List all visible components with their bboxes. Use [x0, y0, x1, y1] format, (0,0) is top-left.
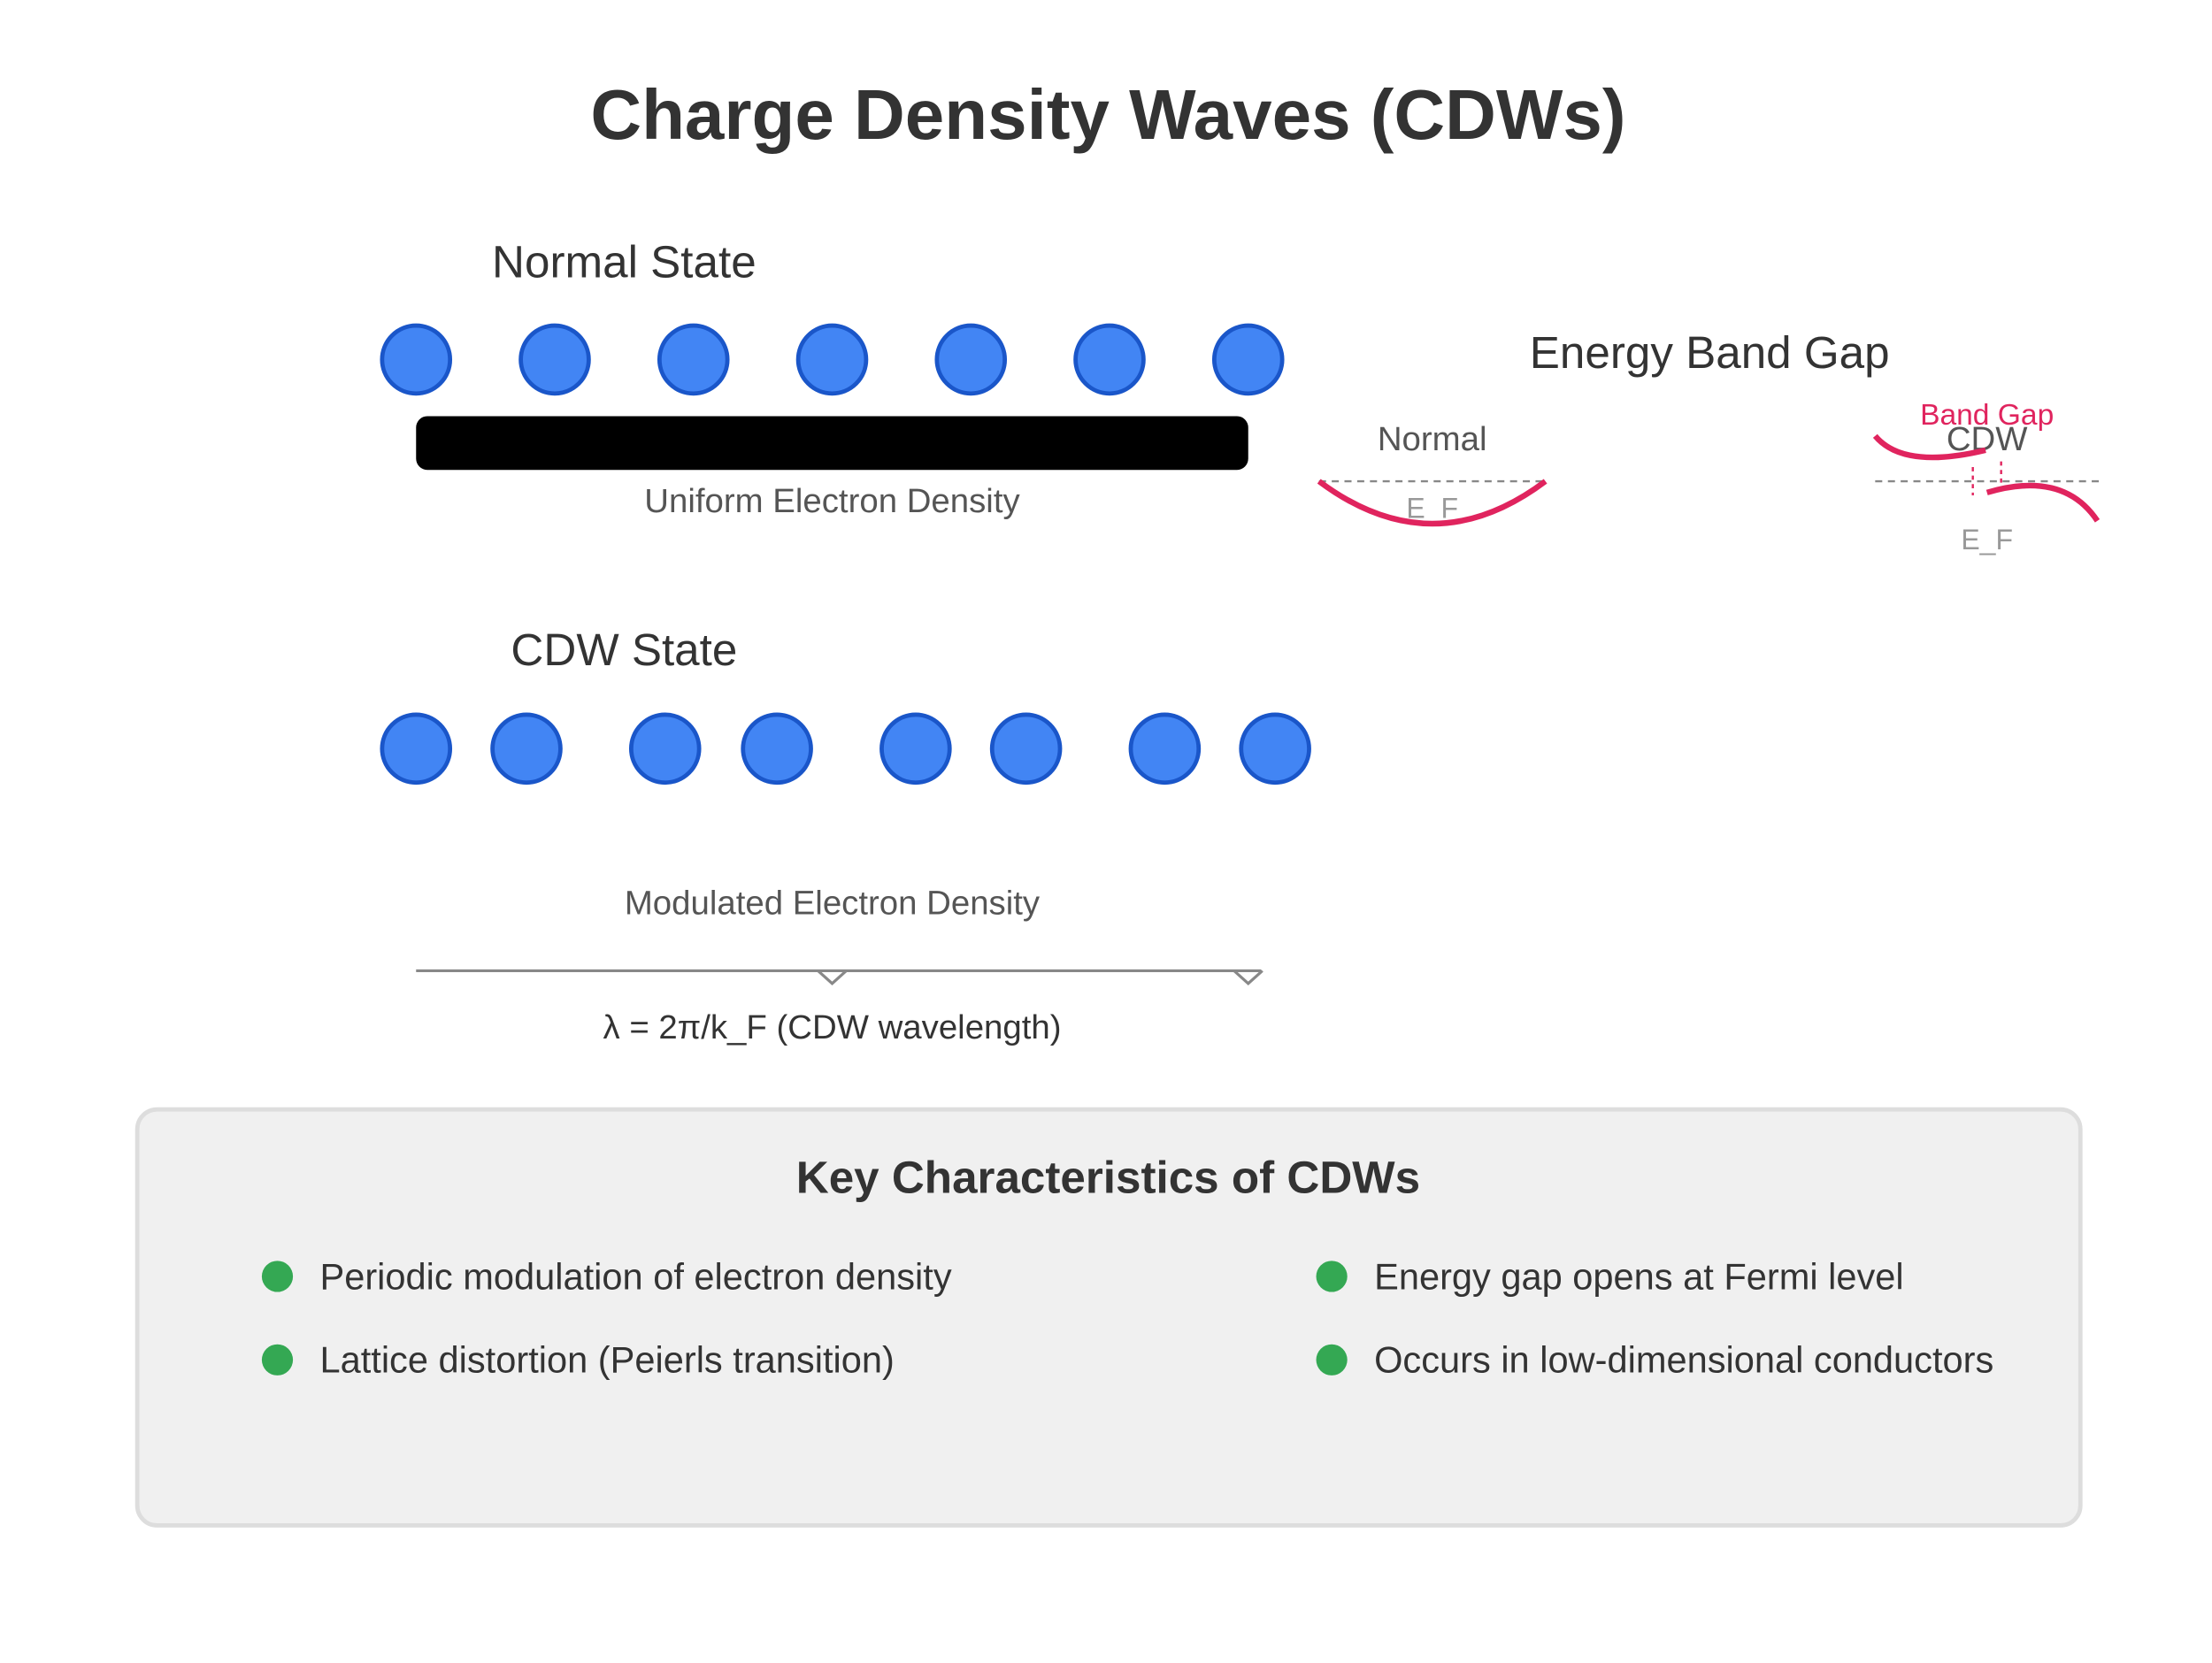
electron: [628, 712, 702, 786]
characteristics-panel: [134, 1107, 2083, 1528]
bullet-dot: [261, 1261, 294, 1292]
cdw-lower-band-curve: [1872, 433, 1986, 461]
page-title: Charge Density Waves (CDWs): [590, 75, 1625, 154]
uniform-density-caption: Uniform Electron Density: [644, 482, 1020, 520]
electron: [1239, 712, 1311, 786]
electron: [380, 712, 453, 786]
characteristic-text: Energy gap opens at Fermi level: [1374, 1255, 1904, 1297]
wavelength-label: λ = 2π/k_F (CDW wavelength): [603, 1008, 1061, 1046]
cdw-electron-row: [380, 712, 1311, 786]
electron: [934, 323, 1008, 396]
electron: [657, 323, 730, 396]
electron: [989, 712, 1063, 786]
modulated-density-caption: Modulated Electron Density: [625, 884, 1041, 922]
electron: [1073, 323, 1146, 396]
electron: [1211, 323, 1285, 396]
fermi-label-normal: E_F: [1406, 493, 1458, 525]
fermi-label-cdw: E_F: [1961, 524, 2013, 556]
cdw-band-label: CDW: [1947, 420, 2028, 458]
band-gap-label: Band Gap: [1920, 399, 2054, 432]
characteristics-heading: Key Characteristics of CDWs: [796, 1153, 1420, 1203]
bullet-dot: [1316, 1344, 1348, 1376]
characteristic-item: Energy gap opens at Fermi level: [1316, 1255, 1904, 1297]
electron: [795, 323, 869, 396]
bullet-dot: [261, 1344, 294, 1376]
electron: [380, 323, 453, 396]
electron: [741, 712, 813, 786]
normal-electron-row: [380, 323, 1285, 396]
wavelength-tick: [1233, 969, 1263, 985]
normal-state-heading: Normal State: [492, 237, 757, 287]
electron: [879, 712, 952, 786]
normal-band-label: Normal: [1378, 420, 1487, 458]
wavelength-tick: [817, 969, 848, 985]
electron: [490, 712, 563, 786]
bullet-dot: [1316, 1261, 1348, 1292]
characteristic-item: Occurs in low-dimensional conductors: [1316, 1339, 1993, 1381]
characteristic-item: Periodic modulation of electron density: [261, 1255, 952, 1297]
cdw-state-heading: CDW State: [511, 625, 737, 675]
characteristic-text: Occurs in low-dimensional conductors: [1374, 1339, 1993, 1381]
uniform-density-bar: [416, 416, 1248, 471]
electron: [1128, 712, 1202, 786]
band-gap-heading: Energy Band Gap: [1530, 327, 1890, 378]
wavelength-axis: [416, 969, 1263, 985]
characteristic-text: Periodic modulation of electron density: [319, 1255, 951, 1297]
cdw-upper-band-curve: [1985, 482, 2101, 523]
characteristic-text: Lattice distortion (Peierls transition): [319, 1339, 894, 1381]
normal-band-curve: [1317, 479, 1548, 527]
electron: [518, 323, 591, 396]
characteristic-item: Lattice distortion (Peierls transition): [261, 1339, 895, 1381]
